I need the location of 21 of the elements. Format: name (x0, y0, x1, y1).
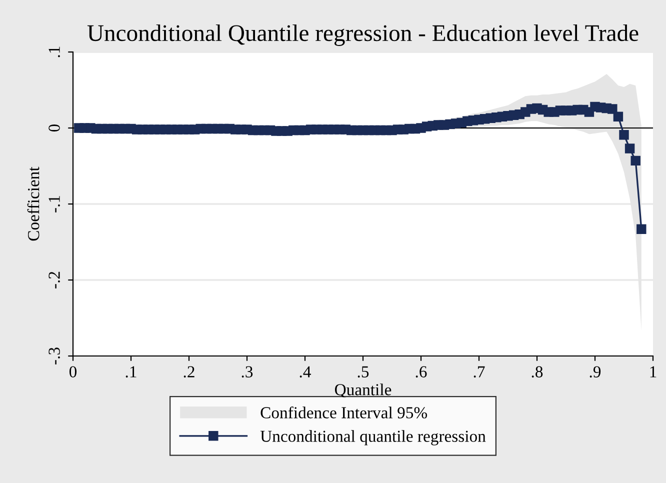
y-tick-label: 0 (48, 124, 60, 132)
y-tick-label: -.3 (48, 348, 60, 364)
x-tick-label: 1 (650, 366, 656, 378)
y-axis-title: Coefficient (27, 166, 40, 241)
legend-label: Confidence Interval 95% (260, 406, 428, 418)
x-tick-label: 0 (69, 366, 77, 378)
y-tick-label: -.1 (48, 196, 60, 212)
x-tick-label: .6 (416, 366, 427, 378)
x-axis-title: Quantile (334, 384, 392, 398)
y-tick-label: -.2 (48, 272, 60, 288)
x-tick-label: .4 (300, 366, 311, 378)
x-tick-label: .2 (184, 366, 194, 378)
legend-label: Unconditional quantile regression (260, 430, 486, 446)
x-tick-label: .3 (242, 366, 253, 378)
x-tick-label: .9 (590, 366, 601, 378)
x-tick-label: .5 (358, 366, 369, 378)
x-tick-label: .8 (532, 366, 543, 378)
chart-title: Unconditional Quantile regression - Education level Trade (87, 24, 638, 46)
x-tick-label: .1 (126, 366, 136, 378)
x-tick-label: .7 (474, 366, 485, 378)
y-tick-label: .1 (48, 46, 60, 58)
